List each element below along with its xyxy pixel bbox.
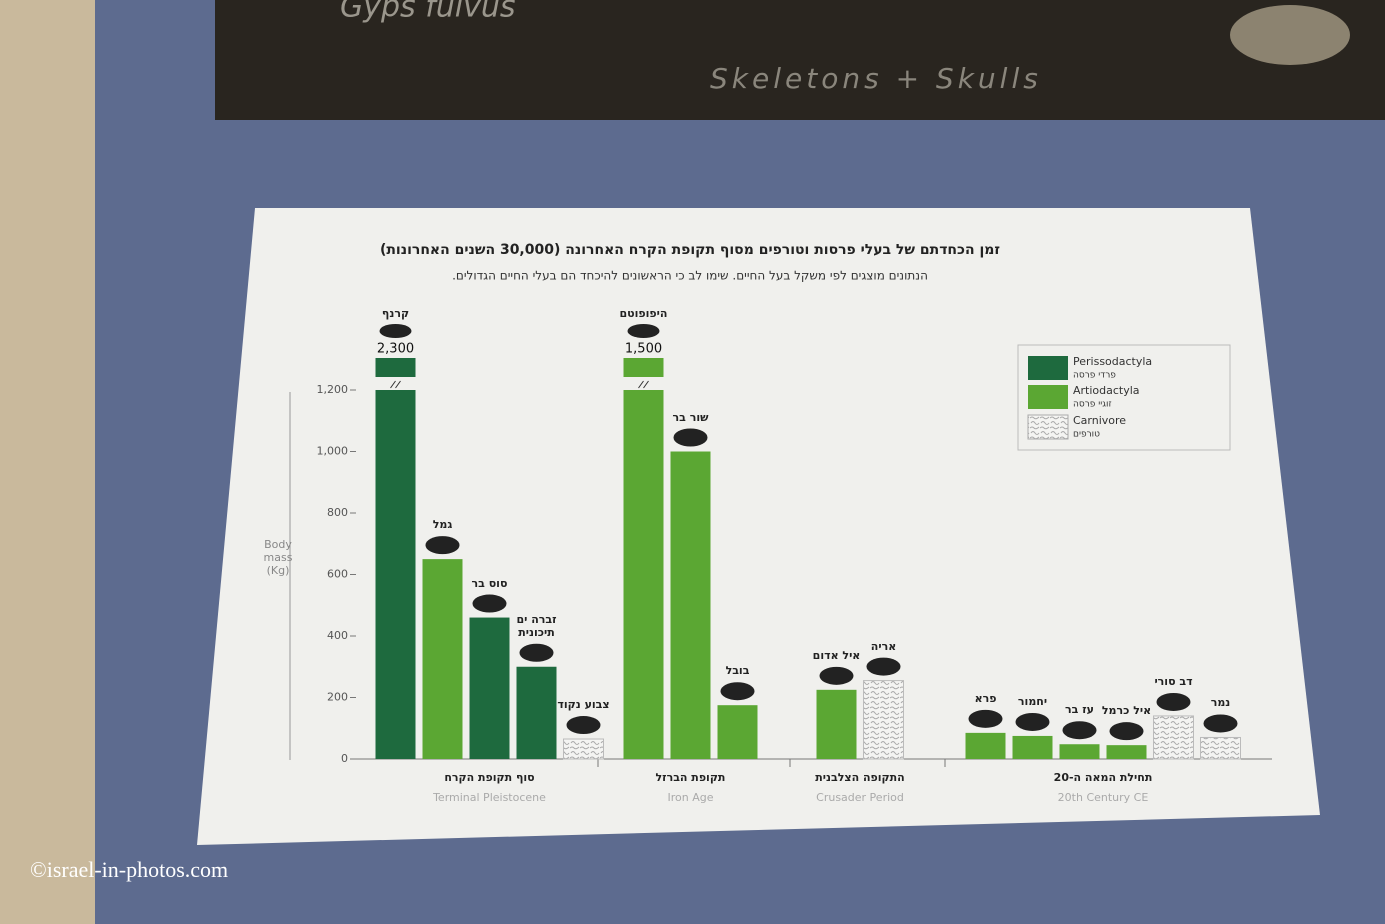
bar [469,617,510,759]
animal-icon [968,709,1003,728]
category-label: גמל [432,518,453,532]
bar [1012,735,1053,759]
category-label: זברה ים תיכונית [516,612,557,639]
animal-icon [566,716,601,735]
group-label: סוף תקופת הקרח [444,771,534,784]
animal-icon [1156,692,1191,711]
y-axis-label: Body mass (Kg) [263,538,293,577]
bar [717,705,758,759]
animal-icon [1109,722,1144,741]
animal-icon [673,428,708,447]
bar [375,390,416,759]
group-label: התקופה הצלבנית [815,771,904,784]
specimen-box [215,0,1385,120]
bar [1059,744,1100,759]
bar [422,559,463,759]
animal-icon [379,324,412,338]
chart-subtitle: הנתונים מוצגים לפי משקל בעל החיים. שימו … [452,269,928,283]
y-tick-label: 1,000 [317,445,349,458]
animal-icon [1203,714,1238,733]
animal-icon [819,666,854,685]
group-label-en: Crusader Period [816,791,904,804]
bar [563,738,604,760]
break-line [643,380,649,389]
category-label: צבוע נקוד [557,698,610,711]
bar-break-segment [623,358,664,377]
y-tick-label: 200 [327,691,348,704]
bar [670,451,711,759]
category-label: קרנף [381,307,410,320]
y-tick-label: 600 [327,568,348,581]
animal-icon [1062,721,1097,740]
break-line [395,380,401,389]
legend-label-he: טורפים [1073,430,1100,440]
wall [0,0,95,924]
group-label-en: Terminal Pleistocene [432,791,546,804]
bar [1153,715,1194,760]
group-label-en: Iron Age [668,791,714,804]
group-label: תקופת הברזל [656,771,726,784]
category-label: אריה [870,639,897,653]
y-tick-label: 800 [327,506,348,519]
legend [1017,344,1231,451]
sign-card [197,208,1320,845]
bar [965,732,1006,759]
box-handle [1230,5,1350,65]
value-label: 1,500 [625,342,662,357]
legend-label: Carnivore [1073,414,1126,427]
animal-icon [472,594,507,613]
animal-icon [720,682,755,701]
animal-icon [519,643,554,662]
category-label: נמר [1210,696,1231,710]
animal-icon [1015,712,1050,731]
box-sublabel: Skeletons + Skulls [710,62,1042,95]
break-line [638,380,644,389]
category-label: עז בר [1065,703,1094,717]
legend-swatch [1028,385,1068,409]
legend-label-he: זוגיי פרסה [1073,400,1112,410]
category-label: סוס בר [471,576,508,590]
break-line [390,380,396,389]
bar [623,390,664,759]
y-tick-label: 400 [327,629,348,642]
value-label: 2,300 [377,342,414,357]
category-label: היפופוטם [619,307,668,320]
bar [1200,736,1241,760]
group-label-en: 20th Century CE [1058,791,1149,804]
animal-icon [866,657,901,676]
category-label: בובל [725,664,750,678]
category-label: איל אדום [812,648,861,662]
bar [516,666,557,759]
legend-label-he: פרדי פרסה [1073,371,1116,381]
bar-break-segment [375,358,416,377]
category-label: דב סורי [1154,674,1193,688]
animal-icon [425,536,460,555]
group-label: תחילת המאה ה-20 [1054,771,1153,784]
watermark: ©israel-in-photos.com [30,857,228,882]
category-label: פרא [974,691,997,705]
category-label: יחמור [1017,694,1048,708]
legend-label: Perissodactyla [1073,355,1152,368]
legend-label: Artiodactyla [1073,384,1140,397]
box-label: Gyps fulvus [340,0,516,25]
bar [1106,745,1147,759]
category-label: איל כרמל [1101,704,1152,718]
legend-swatch [1027,414,1069,440]
chart-title: זמן הכחדתם של בעלי פרסות וטורפים מסוף תק… [380,242,1000,258]
bar [816,689,857,759]
category-label: שור בר [672,410,709,424]
y-tick-label: 0 [341,752,348,765]
y-tick-label: 1,200 [317,383,349,396]
animal-icon [627,324,660,338]
legend-swatch [1028,356,1068,380]
bar [863,680,904,760]
